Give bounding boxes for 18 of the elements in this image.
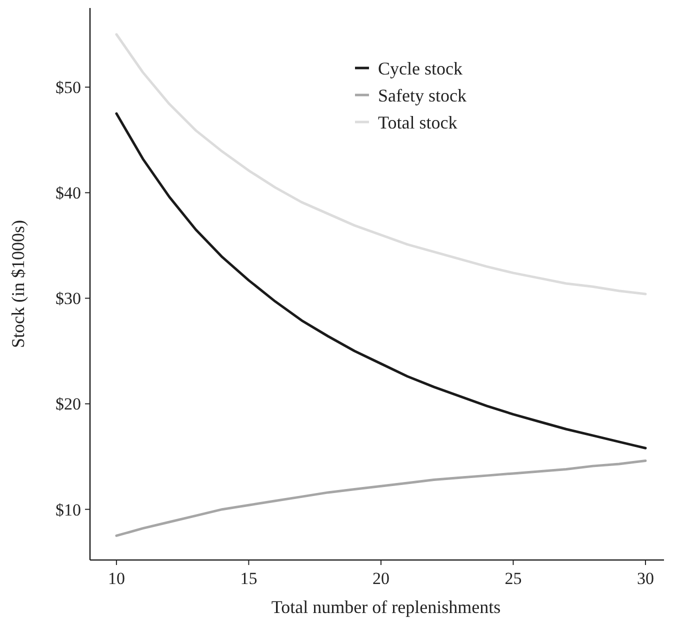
y-tick-label: $10 <box>56 500 81 520</box>
legend-label: Total stock <box>378 112 458 132</box>
y-tick-label: $50 <box>56 78 81 98</box>
line-series <box>115 33 647 296</box>
x-tick-label: 25 <box>504 569 522 588</box>
y-tick-label: $40 <box>56 184 81 203</box>
line-series <box>115 112 647 450</box>
y-tick-label: $30 <box>56 289 81 308</box>
x-tick-label: 30 <box>636 569 654 588</box>
legend-label: Safety stock <box>378 85 466 106</box>
line-series <box>115 460 647 537</box>
x-axis-title: Total number of replenishments <box>271 597 501 617</box>
x-tick-label: 15 <box>240 569 258 588</box>
x-tick-label: 10 <box>108 569 125 588</box>
x-tick-label: 20 <box>372 569 390 588</box>
y-tick-label: $20 <box>56 394 81 414</box>
legend-label: Cycle stock <box>378 58 462 78</box>
y-axis-title: Stock (in $1000s) <box>8 220 28 348</box>
